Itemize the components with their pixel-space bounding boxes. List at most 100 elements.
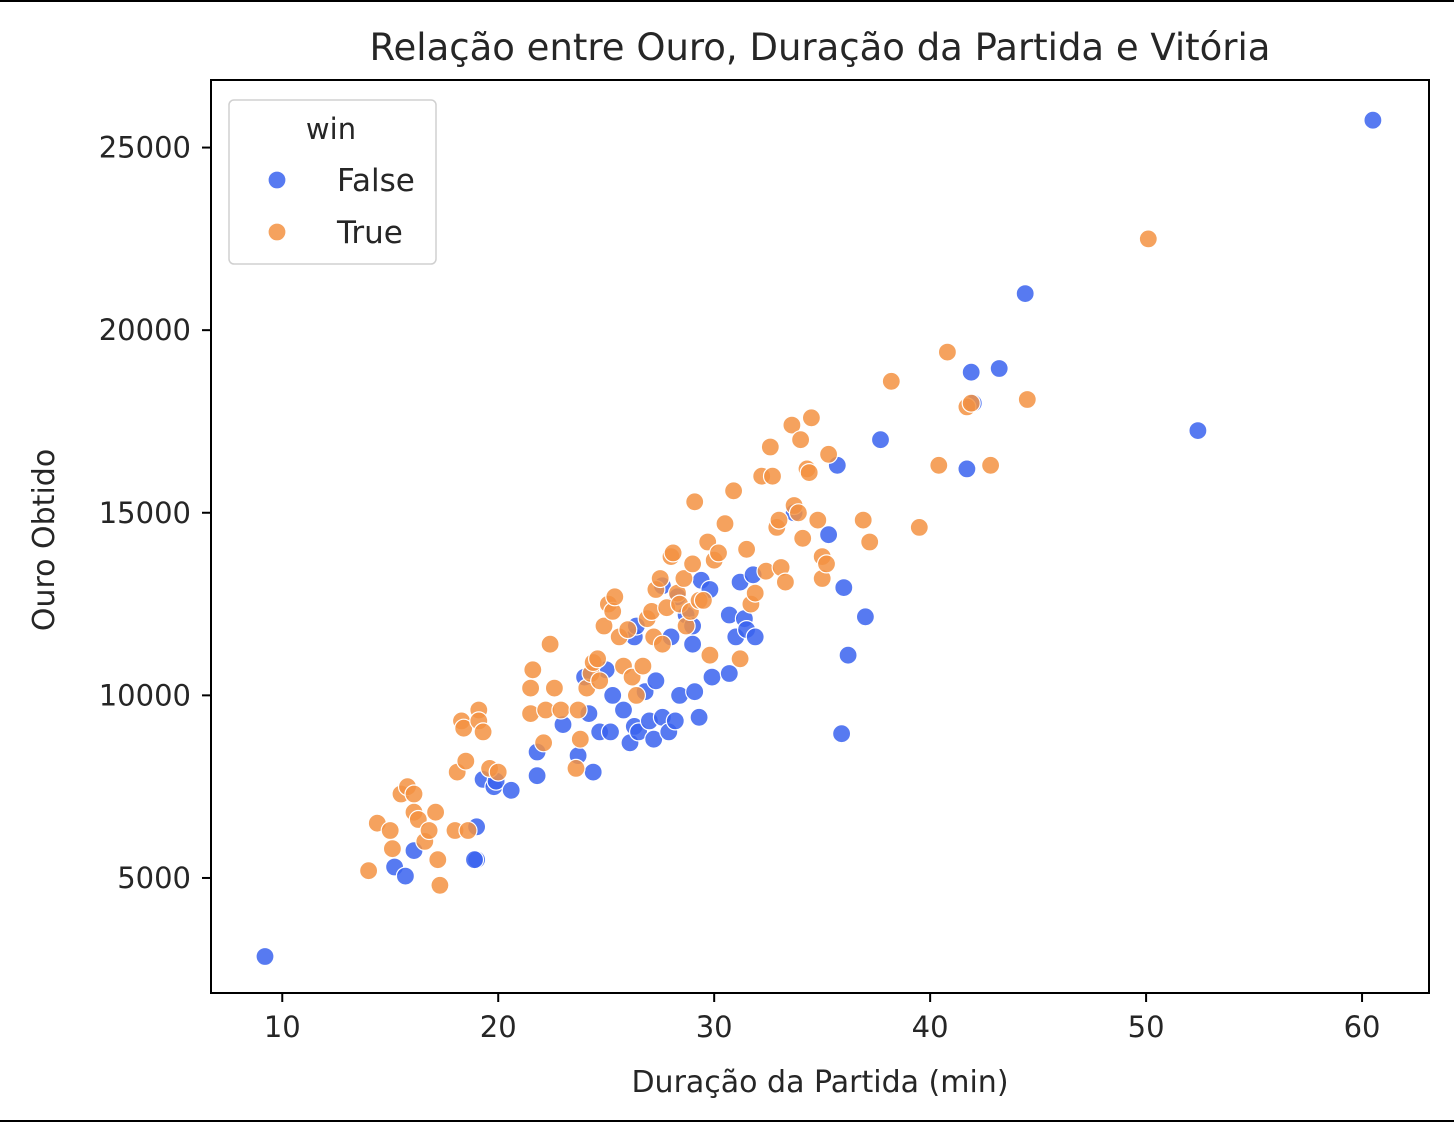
x-tick-label: 20 [480, 1010, 517, 1044]
x-tick-label: 10 [264, 1010, 301, 1044]
scatter-point-true [708, 543, 729, 563]
scatter-point-true [790, 430, 811, 450]
scatter-point-true [1017, 389, 1037, 410]
scatter-point-false [989, 358, 1009, 379]
scatter-point-true [570, 729, 590, 749]
scatter-point-false [646, 671, 666, 691]
y-tick-label: 10000 [99, 678, 191, 712]
scatter-point-true [929, 455, 949, 475]
x-tick-label: 30 [696, 1010, 733, 1044]
x-axis-label: Duração da Partida (min) [631, 1065, 1008, 1100]
top-border-line [0, 0, 1454, 2]
scatter-point-true [793, 528, 813, 548]
scatter-point-false [961, 362, 981, 382]
scatter-point-true [808, 510, 828, 530]
scatter-point-true [566, 758, 586, 779]
x-tick-label: 60 [1344, 1010, 1381, 1044]
scatter-point-true [488, 762, 508, 782]
scatter-point-true [909, 517, 929, 538]
scatter-point-true [456, 751, 476, 771]
bottom-border-line [0, 1120, 1454, 1122]
scatter-point-true [551, 700, 571, 720]
scatter-point-true [799, 463, 819, 483]
scatter-point-false [689, 707, 709, 727]
legend-title: win [306, 112, 356, 146]
scatter-point-true [359, 861, 379, 881]
scatter-point-true [769, 510, 789, 530]
scatter-point-true [594, 616, 614, 636]
scatter-point-true [652, 634, 673, 654]
scatter-point-true [853, 510, 873, 530]
scatter-point-true [426, 802, 446, 822]
scatter-point-false [831, 724, 852, 744]
scatter-point-false [745, 627, 765, 647]
legend-label-true: True [336, 215, 403, 251]
legend-label-false: False [337, 163, 415, 199]
scatter-point-true [760, 437, 780, 457]
scatter-point-true [715, 514, 735, 534]
scatter-point-true [682, 554, 703, 574]
scatter-point-true [533, 733, 554, 753]
scatter-point-false [702, 667, 722, 687]
scatter-point-true [961, 393, 981, 413]
scatter-point-false [834, 577, 854, 598]
scatter-point-false [665, 711, 685, 731]
scatter-point-true [380, 820, 400, 841]
data-points [255, 110, 1383, 967]
scatter-point-true [745, 583, 765, 603]
scatter-point-true [801, 408, 822, 428]
scatter-point-true [723, 481, 744, 501]
y-tick-label: 5000 [117, 861, 191, 895]
scatter-point-true [458, 820, 478, 841]
scatter-point-false [603, 685, 623, 706]
scatter-point-false [600, 722, 621, 742]
scatter-point-true [663, 543, 683, 563]
scatter-point-true [816, 554, 837, 574]
scatter-point-true [980, 455, 1001, 475]
scatter-point-true [693, 590, 714, 611]
legend-marker-true [267, 222, 287, 242]
scatter-point-false [1015, 284, 1035, 304]
scatter-point-true [540, 634, 560, 654]
scatter-point-true [382, 839, 402, 859]
scatter-point-false [501, 780, 521, 800]
plot-frame [210, 79, 1430, 994]
scatter-point-true [568, 700, 588, 720]
scatter-point-true [633, 656, 653, 676]
scatter-point-true [419, 820, 439, 841]
scatter-point-false [855, 607, 876, 627]
scatter-point-true [736, 539, 757, 559]
scatter-point-false [527, 766, 547, 786]
legend-box [228, 99, 437, 265]
y-tick-label: 20000 [99, 313, 191, 347]
scatter-point-true [428, 850, 448, 870]
scatter-point-false [613, 700, 634, 720]
scatter-point-false [464, 850, 485, 870]
legend: win False True [228, 99, 437, 265]
scatter-point-false [818, 525, 839, 545]
scatter-point-true [685, 492, 705, 512]
scatter-point-false [719, 663, 739, 684]
scatter-point-false [870, 430, 891, 450]
scatter-point-true [650, 568, 670, 589]
scatter-point-true [818, 444, 839, 464]
scatter-point-true [881, 371, 901, 391]
scatter-point-false [685, 682, 705, 702]
scatter-point-false [957, 459, 977, 479]
scatter-point-true [1138, 229, 1158, 249]
scatter-point-true [674, 568, 694, 589]
scatter-point-true [626, 685, 647, 706]
scatter-point-true [700, 645, 720, 665]
scatter-point-true [788, 503, 809, 523]
scatter-point-true [618, 619, 638, 640]
scatter-point-false [255, 946, 275, 967]
x-tick-label: 50 [1128, 1010, 1165, 1044]
y-axis-label: Ouro Obtido [27, 449, 62, 631]
scatter-point-false [1188, 421, 1208, 441]
scatter-point-true [473, 722, 493, 742]
axis-ticks: 10 20 30 40 50 60 5000 10000 15000 20000 25000 [99, 131, 1381, 1044]
scatter-point-true [430, 875, 450, 895]
scatter-point-true [782, 415, 802, 435]
scatter-point-false [395, 866, 415, 886]
